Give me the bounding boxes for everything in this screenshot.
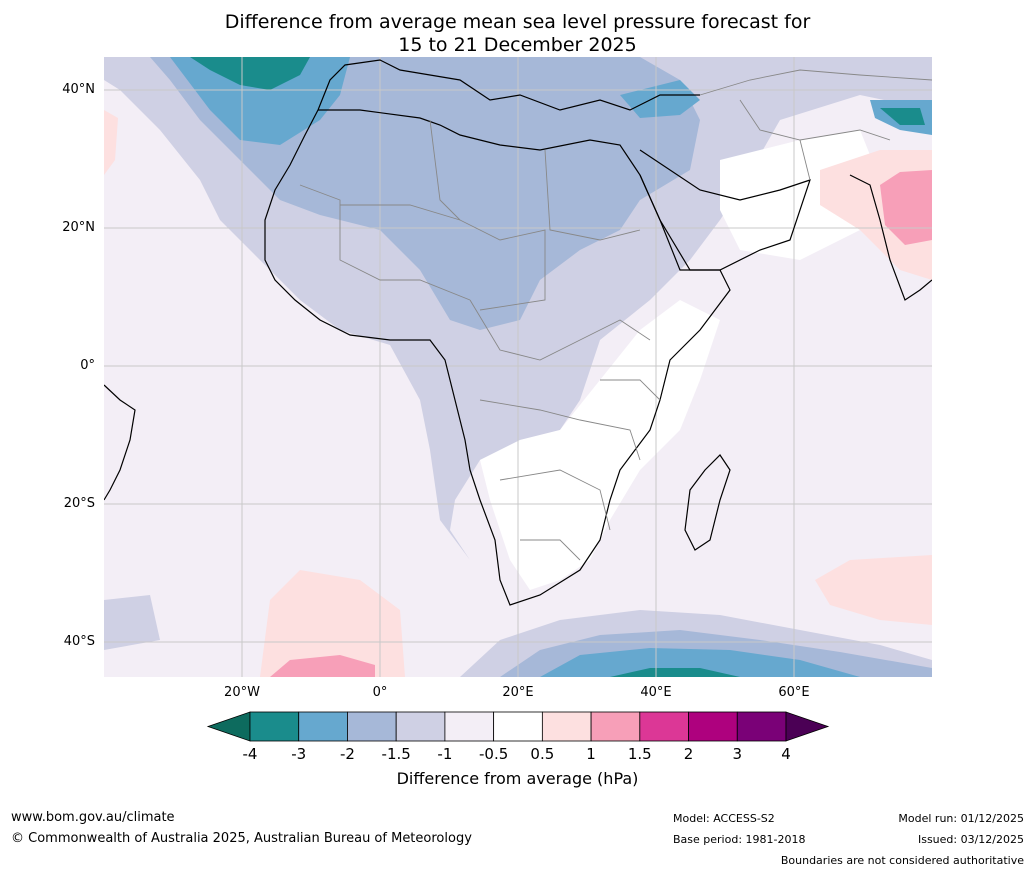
colorbar-segment (736, 711, 787, 742)
colorbar-label: Difference from average (hPa) (396, 769, 639, 788)
contour-minus-4b-himalaya (880, 108, 925, 125)
footer-model-run: Model run: 01/12/2025 (898, 812, 1024, 825)
footer-base-period: Base period: 1981-2018 (673, 833, 806, 846)
colorbar-tick-label: 0.5 (530, 745, 555, 763)
colorbar-tick-label: 1.5 (627, 745, 652, 763)
colorbar-segment (444, 711, 495, 742)
colorbar-tick-label: -1 (437, 745, 453, 763)
colorbar-segment (395, 711, 446, 742)
lat-label-0: 0° (80, 358, 95, 373)
colorbar-tick-label: -3 (291, 745, 307, 763)
contour-plus-0.5-west (104, 110, 118, 175)
country-borders (299, 69, 932, 561)
contour-minus-1-south (104, 595, 160, 650)
colorbar-tick-label: 4 (781, 745, 791, 763)
arabia-coastline (639, 149, 811, 271)
contour-minus-2-southern-ocean (540, 648, 860, 677)
colorbar-segment (541, 711, 592, 742)
pressure-anomaly-map (104, 57, 932, 677)
africa-coastline (264, 109, 731, 606)
contour-plus-0.5-indian-ocean (815, 555, 932, 625)
colorbar-segment (688, 711, 738, 742)
footer-copyright: © Commonwealth of Australia 2025, Austra… (11, 831, 472, 846)
india-coastline (849, 174, 932, 301)
colorbar-segment (249, 711, 300, 742)
colorbar-segment (298, 711, 348, 742)
footer-issued: Issued: 03/12/2025 (917, 833, 1024, 846)
madagascar-coastline (684, 454, 731, 551)
contour-minus-3-southern-ocean (610, 668, 740, 677)
lon-label-20e: 20°E (502, 685, 534, 700)
colorbar-tick-label: 1 (586, 745, 596, 763)
contour-minus-0.5-east (890, 435, 932, 465)
lon-label-60e: 60°E (778, 685, 810, 700)
colorbar-segment (493, 711, 543, 742)
colorbar-segment (639, 711, 689, 742)
map-title-line-1: Difference from average mean sea level p… (224, 11, 811, 33)
south-america-coastline (104, 384, 136, 501)
map-title-line-2: 15 to 21 December 2025 (398, 34, 637, 56)
europe-coastline (317, 59, 700, 111)
colorbar-segment (590, 711, 641, 742)
colorbar-under-arrow (206, 711, 251, 742)
colorbar-tick-label: -4 (242, 745, 258, 763)
colorbar-tick-label: 3 (732, 745, 743, 763)
footer-disclaimer: Boundaries are not considered authoritat… (780, 854, 1024, 867)
lat-label-40n: 40°N (62, 82, 95, 97)
contour-plus-0.5-south-atlantic (260, 570, 405, 677)
coastlines (104, 59, 932, 606)
colorbar-segment (347, 711, 397, 742)
colorbar-tick-label: -0.5 (478, 745, 509, 763)
contour-minus-3 (170, 57, 350, 145)
contour-near-zero-africa (480, 300, 720, 590)
colorbar-tick-label: -1.5 (381, 745, 411, 763)
colorbar-tick-label: 2 (683, 745, 694, 763)
lat-label-40s: 40°S (63, 634, 95, 649)
contour-plus-1-india (880, 170, 932, 245)
lon-label-20w: 20°W (224, 685, 260, 700)
footer-url[interactable]: www.bom.gov.au/climate (11, 810, 175, 825)
contour-minus-4 (190, 57, 310, 90)
colorbar-tick-label: -2 (339, 745, 355, 763)
lat-label-20s: 20°S (63, 496, 95, 511)
footer-model: Model: ACCESS-S2 (673, 812, 775, 825)
colorbar-over-arrow (785, 711, 830, 742)
lon-label-0: 0° (372, 685, 388, 700)
lon-label-40e: 40°E (640, 685, 672, 700)
contour-plus-1-south-atlantic (270, 655, 375, 677)
lat-label-20n: 20°N (62, 220, 95, 235)
colorbar (206, 711, 830, 742)
